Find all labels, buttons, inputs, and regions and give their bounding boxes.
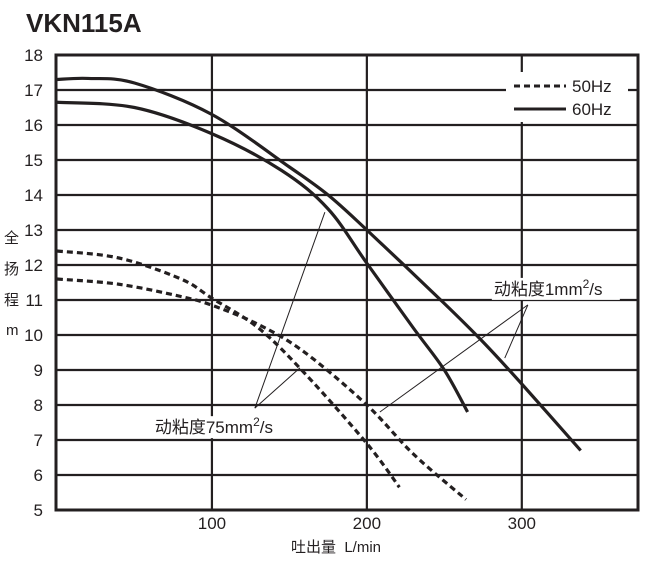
y-label-char: m bbox=[6, 322, 19, 339]
y-label-char: 扬 bbox=[4, 261, 19, 278]
y-tick-label: 18 bbox=[24, 46, 43, 65]
y-tick-label: 16 bbox=[24, 116, 43, 135]
y-label-char: 全 bbox=[4, 229, 19, 247]
y-tick-label: 6 bbox=[34, 466, 43, 485]
annotation-leader-line bbox=[254, 367, 301, 409]
annotation-unit: /s bbox=[260, 418, 273, 437]
annotation-leader-line bbox=[254, 211, 326, 409]
annotation-label: 动粘度75mm2/s bbox=[155, 415, 273, 437]
y-tick-label: 13 bbox=[24, 221, 43, 240]
series-line-50hz-75mm2-s bbox=[56, 249, 401, 489]
legend-label: 50Hz bbox=[572, 77, 612, 96]
plot-frame bbox=[54, 53, 640, 512]
y-tick-label: 14 bbox=[24, 186, 43, 205]
x-tick-label: 300 bbox=[508, 514, 536, 533]
y-tick-label: 17 bbox=[24, 81, 43, 100]
y-tick-label: 5 bbox=[34, 501, 43, 520]
legend-background bbox=[506, 72, 628, 122]
annotation-background bbox=[152, 416, 305, 439]
y-axis-label: 全 扬 程 m bbox=[4, 229, 19, 339]
y-tick-label: 9 bbox=[34, 361, 43, 380]
series-line-60hz-1mm2-s bbox=[56, 76, 582, 452]
annotation-text: 动粘度75mm bbox=[155, 418, 253, 437]
legend: 50Hz 60Hz bbox=[506, 72, 628, 122]
y-tick-label: 7 bbox=[34, 431, 43, 450]
annotation-unit: /s bbox=[589, 280, 602, 299]
y-label-char: 程 bbox=[4, 292, 19, 309]
x-axis-label: 吐出量 L/min bbox=[291, 539, 381, 556]
annotation-leader-line bbox=[504, 304, 529, 359]
annotation-leader-line bbox=[379, 304, 529, 413]
annotation-superscript: 2 bbox=[583, 277, 590, 291]
x-tick-label: 100 bbox=[198, 514, 226, 533]
y-tick-label: 12 bbox=[24, 256, 43, 275]
series-group bbox=[56, 76, 582, 501]
annotation-background bbox=[491, 277, 620, 300]
annotation-superscript: 2 bbox=[253, 415, 260, 429]
series-line-60hz-75mm2-s bbox=[56, 100, 469, 413]
annotation-label: 动粘度1mm2/s bbox=[494, 277, 603, 299]
y-tick-label: 15 bbox=[24, 151, 43, 170]
legend-label: 60Hz bbox=[572, 100, 612, 119]
y-tick-label: 10 bbox=[24, 326, 43, 345]
chart-title: VKN115A bbox=[26, 8, 142, 38]
x-tick-label: 200 bbox=[353, 514, 381, 533]
annotation-text: 动粘度1mm bbox=[494, 280, 583, 299]
y-tick-label: 11 bbox=[25, 291, 43, 310]
tick-labels: 5 6 7 8 9 10 11 12 13 14 15 16 17 18 100 200 300 bbox=[24, 46, 536, 533]
y-tick-label: 8 bbox=[34, 396, 43, 415]
series-line-50hz-1mm2-s bbox=[56, 277, 468, 501]
